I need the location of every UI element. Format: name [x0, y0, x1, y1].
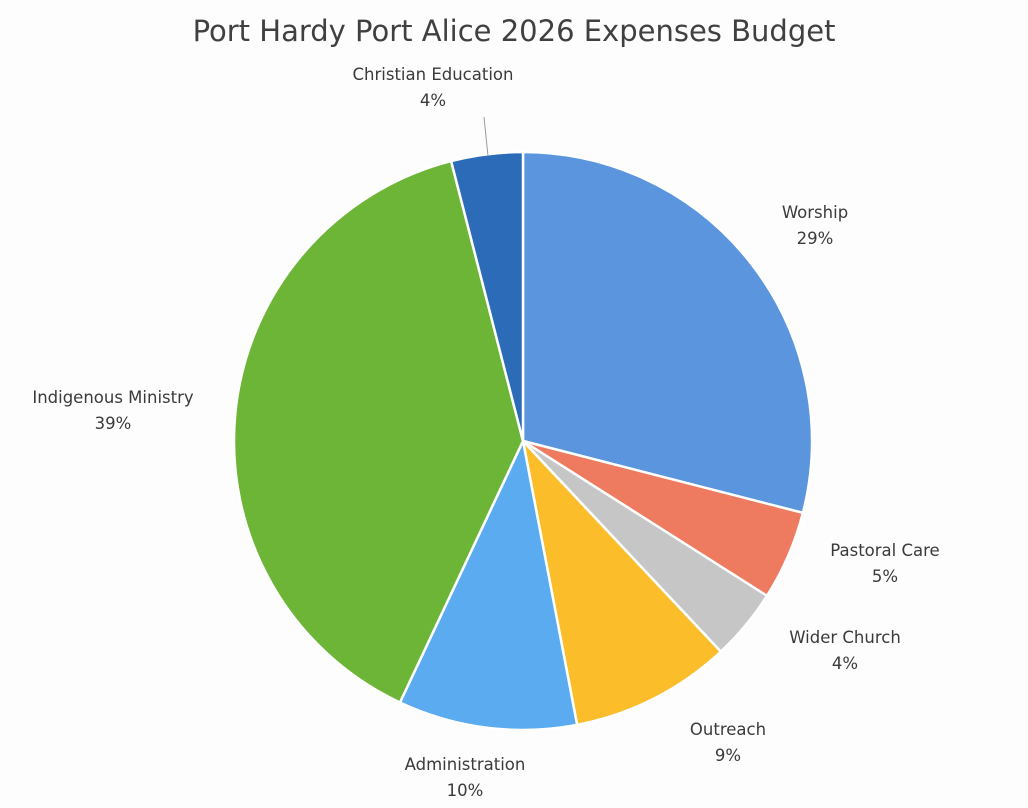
slice-label-wider-church: Wider Church 4% — [789, 628, 901, 673]
slice-category-label: Wider Church — [789, 628, 901, 647]
leader-line-christian-education — [483, 116, 489, 157]
slice-category-label: Pastoral Care — [830, 541, 939, 560]
slice-percent-label: 4% — [832, 654, 858, 673]
pie-slice-worship — [521, 150, 814, 515]
data-labels: Worship 29% Pastoral Care 5% Wider Church 4% O… — [32, 65, 939, 800]
slice-label-pastoral-care: Pastoral Care 5% — [830, 541, 939, 586]
slice-label-worship: Worship 29% — [782, 203, 848, 248]
slice-percent-label: 10% — [447, 781, 484, 800]
slice-label-indigenous-ministry: Indigenous Ministry 39% — [32, 388, 194, 433]
pie-slice-outreach — [521, 439, 723, 727]
leader-lines — [483, 116, 489, 157]
slice-label-administration: Administration 10% — [405, 755, 526, 800]
pie-slice-administration — [398, 439, 579, 732]
slice-label-christian-education: Christian Education 4% — [353, 65, 514, 110]
slice-percent-label: 4% — [420, 91, 446, 110]
slice-label-outreach: Outreach 9% — [690, 720, 766, 765]
slice-percent-label: 9% — [715, 746, 741, 765]
slice-category-label: Worship — [782, 203, 848, 222]
slice-percent-label: 39% — [95, 414, 132, 433]
slice-category-label: Christian Education — [353, 65, 514, 84]
pie-slice-indigenous-ministry — [232, 159, 525, 704]
slice-category-label: Administration — [405, 755, 526, 774]
pie-slice-christian-education — [449, 150, 525, 443]
pie-slices — [232, 150, 814, 732]
slice-percent-label: 29% — [797, 229, 834, 248]
slice-category-label: Outreach — [690, 720, 766, 739]
chart-title: Port Hardy Port Alice 2026 Expenses Budg… — [192, 14, 836, 48]
slice-percent-label: 5% — [872, 567, 898, 586]
slice-category-label: Indigenous Ministry — [32, 388, 194, 407]
